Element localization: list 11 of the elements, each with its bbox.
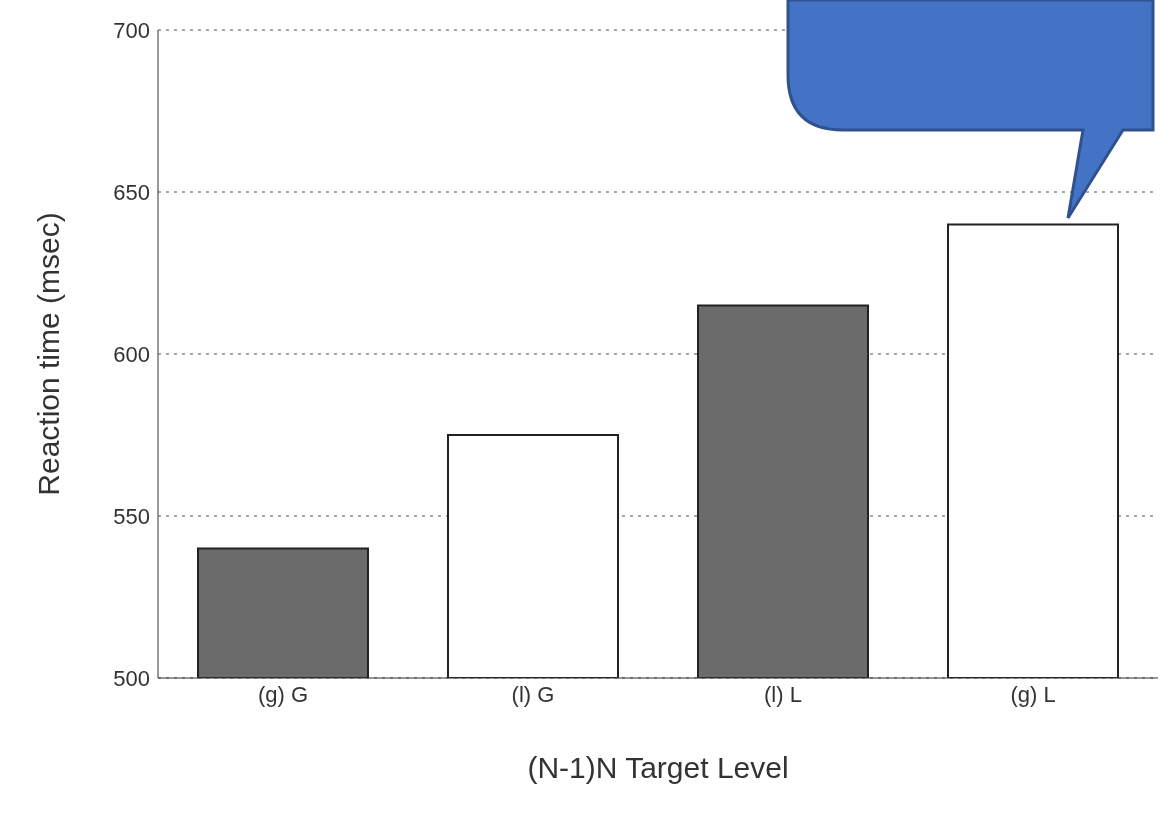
x-tick-label: (l) L	[764, 681, 802, 707]
x-tick-label: (g) G	[257, 681, 309, 707]
y-tick-label: 650	[113, 179, 150, 205]
y-tick-label: 600	[113, 341, 150, 367]
y-tick-label: 700	[113, 17, 150, 43]
x-axis-title: (N-1)N Target Level	[527, 751, 789, 784]
y-axis-title: Reaction time (msec)	[31, 212, 65, 496]
x-tick-label: (l) G	[511, 681, 555, 707]
y-tick-label: 550	[113, 503, 150, 529]
y-tick-label: 500	[113, 665, 150, 691]
x-tick-label: (g) L	[1010, 681, 1056, 707]
